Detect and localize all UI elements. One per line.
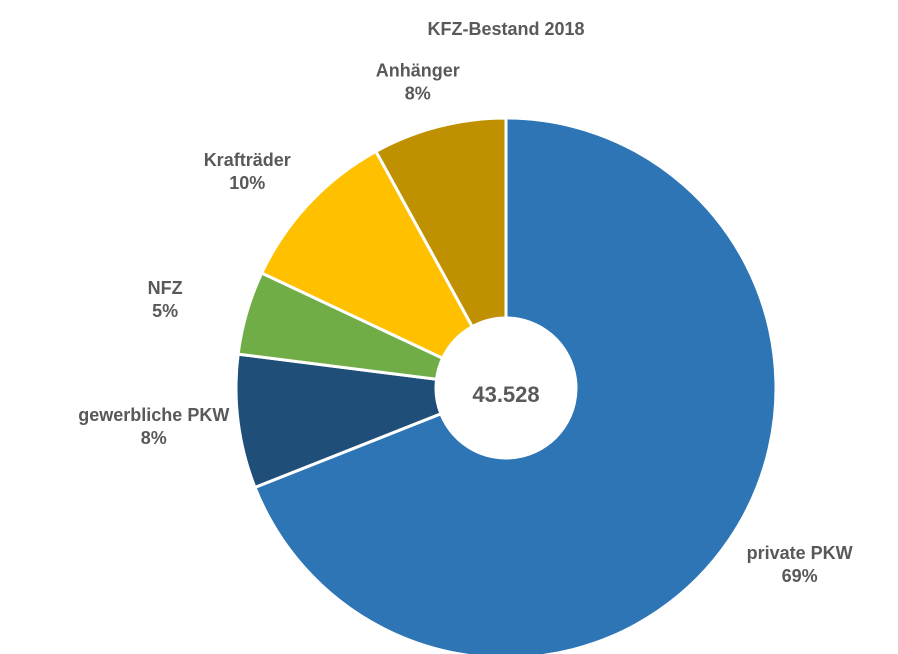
slice-value-label: 8% (141, 428, 167, 448)
donut-slice (259, 149, 475, 361)
slice-label: NFZ (148, 278, 183, 298)
slice-label: gewerbliche PKW (78, 405, 229, 425)
slice-value-label: 8% (405, 84, 431, 104)
slice-value-label: 10% (229, 173, 265, 193)
slice-value-label: 5% (152, 301, 178, 321)
donut-slice (253, 116, 778, 654)
slice-label: private PKW (747, 543, 853, 563)
center-label: 43.528 (472, 382, 539, 407)
slice-label: Anhänger (376, 61, 460, 81)
chart-title: KFZ-Bestand 2018 (427, 19, 584, 39)
slice-value-label: 69% (782, 566, 818, 586)
donut-slice (373, 116, 508, 329)
slice-label: Krafträder (204, 150, 291, 170)
